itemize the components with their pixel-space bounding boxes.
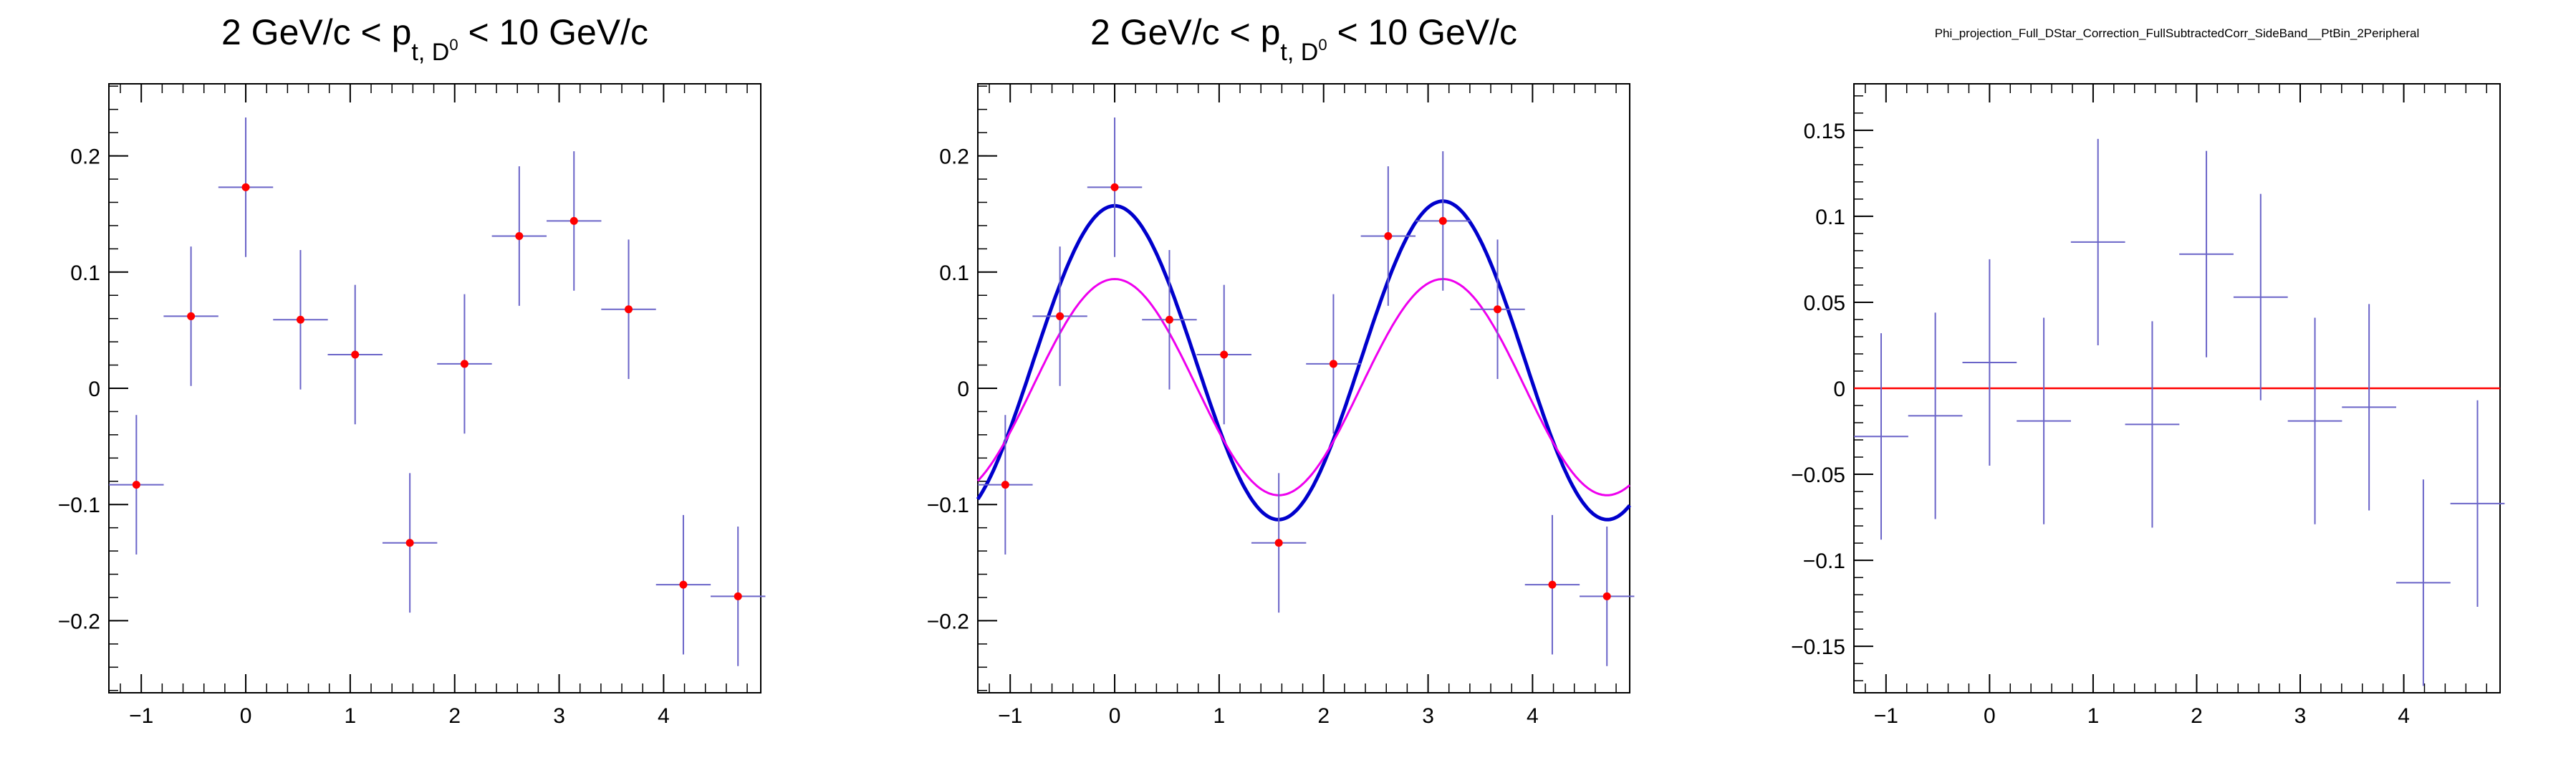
y-tick-label: 0 bbox=[1833, 378, 1845, 401]
y-tick-label: −0.05 bbox=[1791, 464, 1845, 487]
data-point bbox=[734, 592, 742, 600]
data-point bbox=[1438, 216, 1447, 225]
data-point bbox=[351, 350, 360, 359]
y-tick-label: 0.05 bbox=[1804, 292, 1845, 315]
x-tick-label: −1 bbox=[998, 704, 1022, 728]
chart-title: 2 GeV/c < pt, D0 < 10 GeV/c bbox=[1090, 12, 1517, 66]
y-tick-label: 0.2 bbox=[939, 145, 969, 169]
data-point bbox=[1494, 305, 1502, 314]
y-tick-label: −0.2 bbox=[58, 610, 100, 633]
data-point bbox=[679, 580, 688, 589]
x-tick-label: 3 bbox=[553, 704, 565, 728]
x-tick-label: 1 bbox=[345, 704, 357, 728]
plot-frame bbox=[977, 83, 1630, 693]
data-point bbox=[296, 315, 304, 324]
data-point bbox=[1056, 312, 1064, 320]
x-tick-label: 1 bbox=[2087, 704, 2100, 728]
y-tick-label: −0.1 bbox=[1803, 549, 1845, 573]
title-subscript: t, D bbox=[1280, 39, 1318, 66]
chart-title: 2 GeV/c < pt, D0 < 10 GeV/c bbox=[221, 12, 648, 66]
data-point bbox=[460, 360, 468, 368]
data-point bbox=[1165, 315, 1173, 324]
chart-panel-1: 2 GeV/c < pt, D0 < 10 GeV/c−1 0 1 2 3 4−0.2−0… bbox=[58, 12, 766, 728]
y-tick-label: −0.1 bbox=[58, 494, 100, 517]
x-tick-label: 4 bbox=[658, 704, 670, 728]
data-point bbox=[1329, 360, 1337, 368]
x-tick-label: 3 bbox=[1422, 704, 1434, 728]
y-tick-label: −0.2 bbox=[927, 610, 969, 633]
data-point bbox=[1602, 592, 1611, 600]
title-main: 2 GeV/c < p bbox=[1090, 12, 1280, 52]
y-tick-label: 0 bbox=[957, 378, 969, 401]
x-tick-label: 0 bbox=[1109, 704, 1121, 728]
y-tick-label: 0.2 bbox=[70, 145, 100, 169]
plot-frame bbox=[108, 83, 761, 693]
fit-curve-1 bbox=[976, 199, 1631, 522]
data-point bbox=[132, 481, 140, 489]
x-tick-label: 2 bbox=[2191, 704, 2203, 728]
x-tick-label: 4 bbox=[2398, 704, 2410, 728]
x-tick-label: 2 bbox=[1317, 704, 1330, 728]
title-subscript: t, D bbox=[411, 39, 449, 66]
chart-panel-3: Phi_projection_Full_DStar_Correction_Ful… bbox=[1791, 27, 2505, 728]
y-tick-label: 0.1 bbox=[1815, 206, 1845, 229]
x-tick-label: 0 bbox=[240, 704, 252, 728]
title-superscript: 0 bbox=[1318, 36, 1327, 54]
fit-curve-2 bbox=[976, 277, 1630, 496]
data-point bbox=[1274, 539, 1283, 547]
data-point bbox=[405, 539, 414, 547]
x-tick-label: 1 bbox=[1213, 704, 1226, 728]
data-point bbox=[1384, 232, 1393, 240]
title-superscript: 0 bbox=[449, 36, 458, 54]
data-point bbox=[569, 216, 578, 225]
x-tick-label: −1 bbox=[129, 704, 153, 728]
x-tick-label: −1 bbox=[1874, 704, 1898, 728]
data-point bbox=[515, 232, 524, 240]
y-tick-label: 0.1 bbox=[939, 261, 969, 285]
title-main: 2 GeV/c < p bbox=[221, 12, 411, 52]
x-tick-label: 2 bbox=[448, 704, 461, 728]
data-point bbox=[1001, 481, 1009, 489]
y-tick-label: 0 bbox=[88, 378, 100, 401]
data-point bbox=[241, 183, 250, 191]
data-point bbox=[1110, 183, 1119, 191]
y-tick-label: 0.1 bbox=[70, 261, 100, 285]
x-tick-label: 4 bbox=[1527, 704, 1539, 728]
data-point bbox=[187, 312, 196, 320]
title-tail: < 10 GeV/c bbox=[1327, 12, 1517, 52]
y-tick-label: −0.1 bbox=[927, 494, 969, 517]
x-tick-label: 3 bbox=[2294, 704, 2307, 728]
chart-title: Phi_projection_Full_DStar_Correction_Ful… bbox=[1935, 27, 2420, 40]
data-point bbox=[1220, 350, 1229, 359]
data-point bbox=[625, 305, 633, 314]
chart-panel-2: 2 GeV/c < pt, D0 < 10 GeV/c−1 0 1 2 3 4−0.2−0… bbox=[927, 12, 1635, 728]
title-tail: < 10 GeV/c bbox=[458, 12, 648, 52]
y-tick-label: 0.15 bbox=[1804, 120, 1845, 143]
x-tick-label: 0 bbox=[1984, 704, 1996, 728]
data-point bbox=[1548, 580, 1557, 589]
y-tick-label: −0.15 bbox=[1791, 635, 1845, 659]
